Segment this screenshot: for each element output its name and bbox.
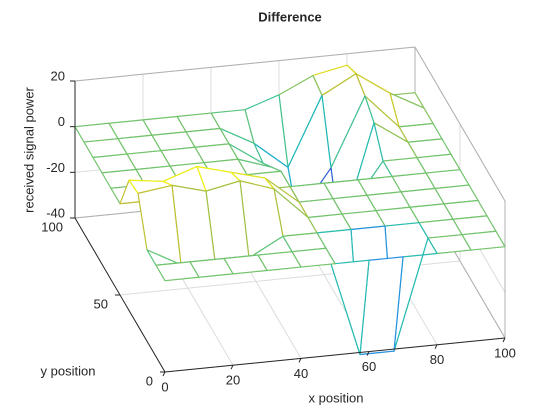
x-tick [434,344,438,350]
box-edge [414,46,506,202]
x-tick [162,371,166,377]
x-tick-label: 20 [226,373,240,388]
y-tick-label: 50 [94,296,108,311]
x-tick [230,364,234,370]
x-axis [164,337,506,373]
chart-title: Difference [258,9,322,24]
z-tick-label: -40 [46,205,65,220]
x-tick-label: 60 [362,359,376,374]
y-tick-label: 100 [41,219,63,234]
x-tick-label: 80 [430,352,444,367]
x-tick-label: 100 [494,345,516,360]
z-tick-label: -20 [46,160,65,175]
mesh [74,64,506,356]
x-tick [502,337,506,343]
mesh-face [155,261,200,282]
z-axis-label: received signal power [21,86,36,212]
x-tick-label: 40 [294,366,308,381]
x-tick [366,351,370,356]
z-tick-label: 20 [51,68,65,83]
x-axis-label: x position [309,390,364,405]
y-tick-label: 0 [146,373,153,388]
z-tick-label: 0 [58,114,65,129]
x-tick-label: 0 [161,379,168,394]
box-edge [74,46,416,82]
y-axis-label: y position [41,363,96,378]
x-tick [298,358,302,363]
